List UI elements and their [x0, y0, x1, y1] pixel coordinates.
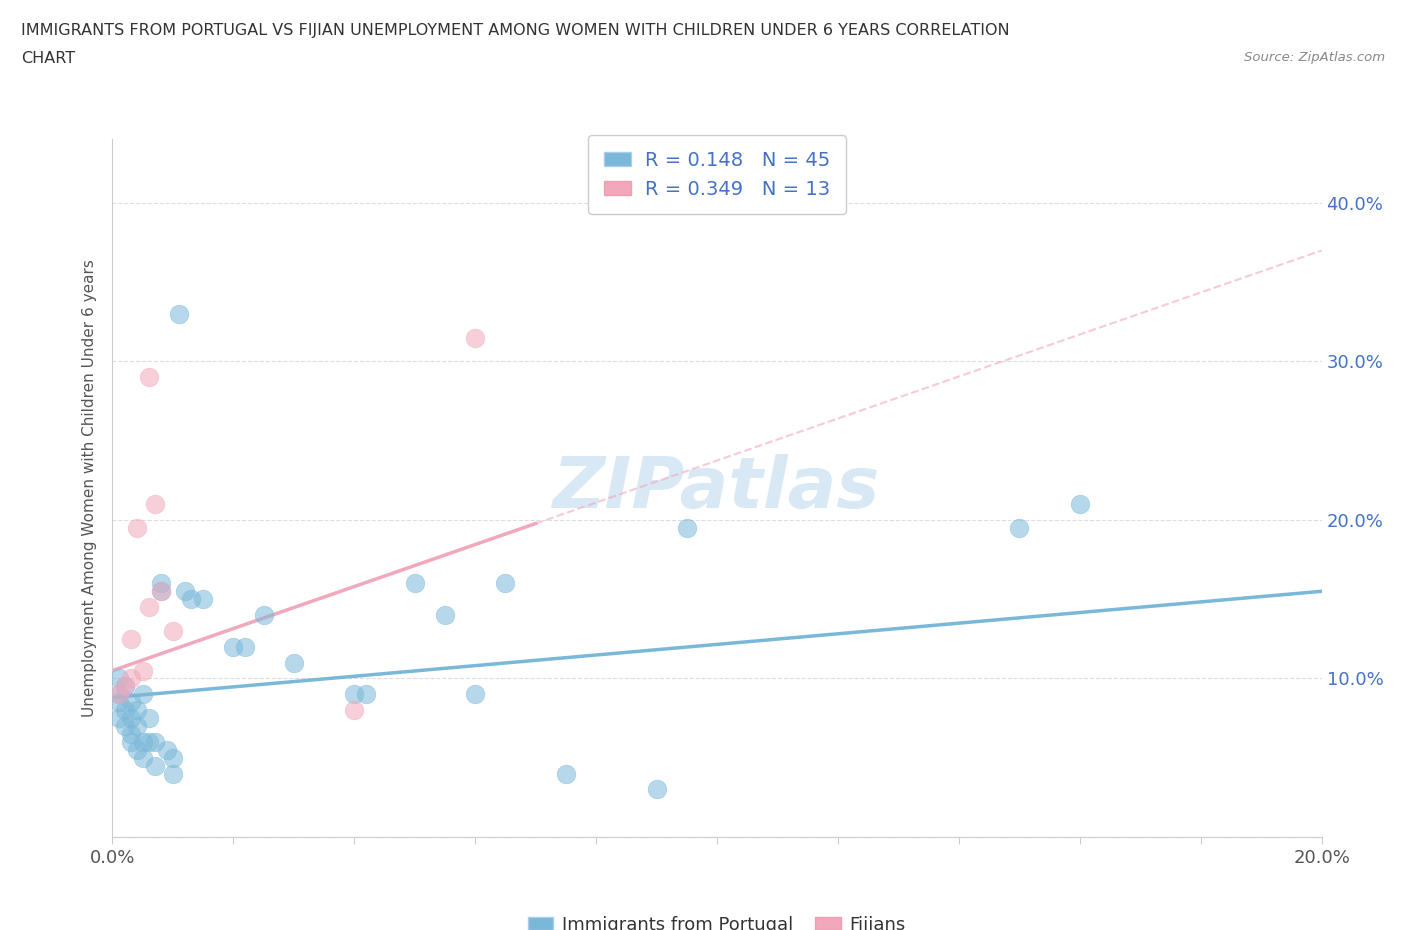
Point: [114, 703, 136, 718]
Point: [162, 623, 184, 638]
Point: [114, 719, 136, 734]
Point: [162, 751, 184, 765]
Point: [107, 695, 129, 710]
Point: [404, 576, 426, 591]
Point: [149, 584, 172, 599]
Point: [464, 687, 486, 702]
Point: [107, 711, 129, 725]
Point: [107, 687, 129, 702]
Point: [191, 591, 214, 606]
Point: [167, 306, 190, 321]
Point: [343, 703, 366, 718]
Point: [120, 735, 142, 750]
Point: [433, 607, 456, 622]
Point: [125, 742, 148, 757]
Point: [120, 671, 142, 686]
Point: [143, 758, 166, 773]
Text: CHART: CHART: [21, 51, 75, 66]
Point: [675, 521, 697, 536]
Point: [120, 726, 142, 741]
Point: [125, 521, 148, 536]
Point: [283, 655, 305, 670]
Point: [120, 711, 142, 725]
Text: IMMIGRANTS FROM PORTUGAL VS FIJIAN UNEMPLOYMENT AMONG WOMEN WITH CHILDREN UNDER : IMMIGRANTS FROM PORTUGAL VS FIJIAN UNEMP…: [21, 23, 1010, 38]
Text: ZIPatlas: ZIPatlas: [554, 454, 880, 523]
Text: Source: ZipAtlas.com: Source: ZipAtlas.com: [1244, 51, 1385, 64]
Point: [132, 751, 155, 765]
Point: [149, 584, 172, 599]
Point: [114, 679, 136, 694]
Point: [343, 687, 366, 702]
Point: [356, 687, 378, 702]
Y-axis label: Unemployment Among Women with Children Under 6 years: Unemployment Among Women with Children U…: [82, 259, 97, 717]
Point: [222, 639, 245, 654]
Point: [143, 735, 166, 750]
Point: [125, 703, 148, 718]
Legend: Immigrants from Portugal, Fijians: Immigrants from Portugal, Fijians: [522, 909, 912, 930]
Point: [464, 330, 486, 345]
Point: [132, 735, 155, 750]
Point: [554, 766, 576, 781]
Point: [645, 782, 668, 797]
Point: [138, 370, 160, 385]
Point: [253, 607, 276, 622]
Point: [132, 687, 155, 702]
Point: [162, 766, 184, 781]
Point: [114, 679, 136, 694]
Point: [132, 663, 155, 678]
Point: [120, 695, 142, 710]
Point: [1069, 497, 1091, 512]
Point: [107, 671, 129, 686]
Point: [180, 591, 202, 606]
Point: [149, 576, 172, 591]
Point: [174, 584, 197, 599]
Point: [1008, 521, 1031, 536]
Point: [138, 711, 160, 725]
Point: [138, 600, 160, 615]
Point: [156, 742, 179, 757]
Point: [138, 735, 160, 750]
Point: [120, 631, 142, 646]
Point: [107, 687, 129, 702]
Point: [235, 639, 257, 654]
Point: [143, 497, 166, 512]
Point: [495, 576, 517, 591]
Point: [125, 719, 148, 734]
